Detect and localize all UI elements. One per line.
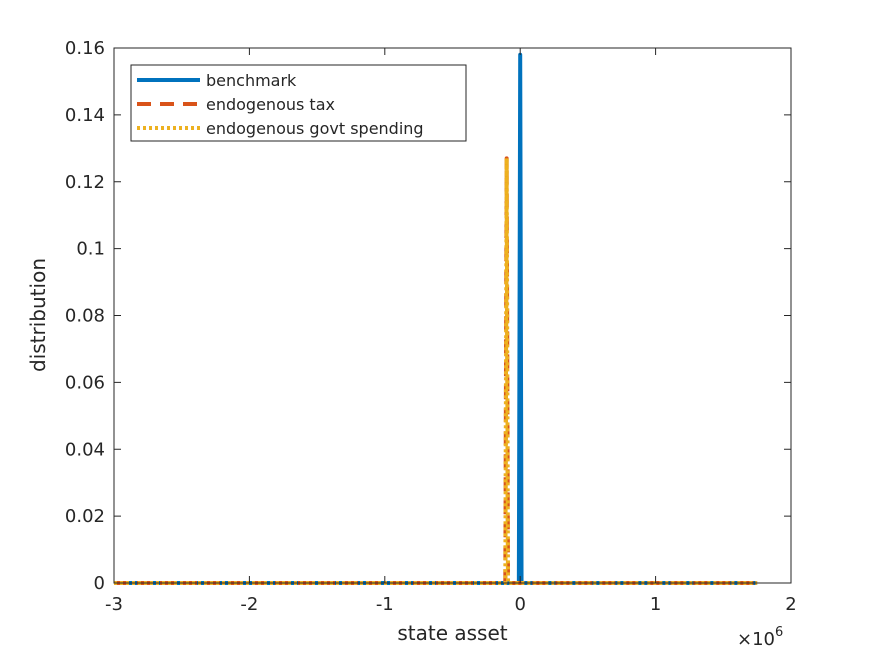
y-axis-label: distribution xyxy=(26,258,50,372)
legend-label: endogenous tax xyxy=(206,95,335,114)
y-tick-label: 0.02 xyxy=(65,506,105,527)
y-tick-label: 0 xyxy=(94,573,105,594)
x-tick-label: -2 xyxy=(240,594,258,615)
y-tick-label: 0.16 xyxy=(65,38,105,59)
x-multiplier-base: ×10 xyxy=(737,629,775,650)
x-axis-label: state asset xyxy=(397,621,507,645)
x-tick-label: 1 xyxy=(650,594,661,615)
x-multiplier-label: ×106 xyxy=(737,625,783,650)
x-tick-label: -3 xyxy=(105,594,123,615)
y-tick-label: 0.06 xyxy=(65,372,105,393)
x-multiplier-exponent: 6 xyxy=(775,625,783,640)
legend-label: endogenous govt spending xyxy=(206,119,424,138)
x-tick-label: -1 xyxy=(376,594,394,615)
y-tick-label: 0.1 xyxy=(76,239,105,260)
x-tick-label: 0 xyxy=(514,594,525,615)
legend-label: benchmark xyxy=(206,71,297,90)
y-tick-label: 0.08 xyxy=(65,306,105,327)
y-tick-label: 0.14 xyxy=(65,105,105,126)
legend: benchmark endogenous tax endogenous govt s… xyxy=(130,64,467,142)
y-tick-label: 0.12 xyxy=(65,172,105,193)
x-tick-label: 2 xyxy=(785,594,796,615)
ticks-layer: -3 -2 -1 0 1 2 0 0.02 0.04 0.06 0.08 0.1 0.12 0.14 0.1… xyxy=(65,38,797,615)
y-tick-label: 0.04 xyxy=(65,439,105,460)
